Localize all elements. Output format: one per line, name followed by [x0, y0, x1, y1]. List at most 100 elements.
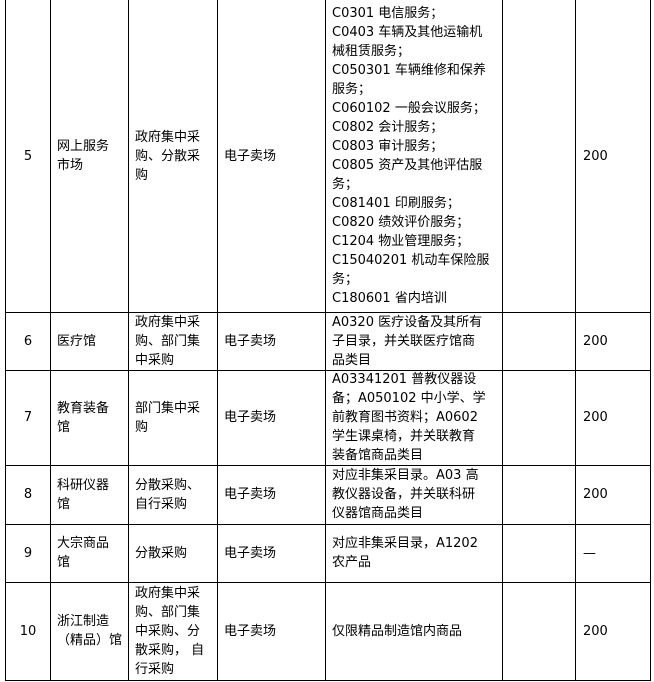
cell-text: 10	[19, 623, 37, 639]
hall-name: 科研仪器馆	[50, 465, 129, 525]
cell-text: 中采购、分	[135, 623, 201, 639]
cell-text: 电子卖场	[224, 148, 277, 164]
cell-text: 电子卖场	[224, 487, 277, 502]
procurement-mode: 部门集中采购	[128, 370, 218, 466]
cell-text: 馆	[57, 496, 71, 512]
cell-text: 散采购， 自	[135, 642, 205, 658]
cell-text: 医疗馆	[57, 333, 97, 349]
cell-text: 仪器馆商品类目	[332, 506, 424, 521]
cell-text: C15040201 机动车保险服	[332, 253, 490, 268]
cell-text: 大宗商品	[57, 536, 110, 551]
cell-text: 7	[23, 410, 33, 425]
cell-text: C0301 电信服务；	[332, 6, 444, 21]
category: A0320 医疗设备及其所有 子目录，并关联医疗馆商 品类目	[325, 312, 503, 371]
cell-text: C060102 一般会议服务；	[332, 101, 486, 116]
cell-text: 200	[583, 148, 608, 164]
cell-text: C0802 会计服务；	[332, 120, 444, 135]
cell-text: 对应非集采目录，A1202	[332, 536, 478, 551]
cell-text: 200	[583, 333, 608, 349]
amount: 200	[575, 465, 651, 525]
row-number: 10	[5, 582, 51, 681]
cell-text: 200	[583, 487, 608, 502]
cell-text: 电子卖场	[224, 623, 277, 639]
cell-text: A03341201 普教仪器设	[332, 372, 477, 387]
cell-text: 购、部门集	[135, 604, 201, 620]
market-type: 电子卖场	[217, 582, 326, 681]
hall-name: 大宗商品馆	[50, 524, 129, 583]
cell-text: C0403 车辆及其他运输机	[332, 25, 483, 40]
cell-text: 政府集中采	[135, 314, 201, 330]
cell-text: C050301 车辆维修和保养	[332, 63, 486, 78]
category: 仅限精品制造馆内商品	[325, 582, 503, 681]
cell-text: 前教育图书资料；A0602	[332, 410, 478, 425]
cell-text: —	[583, 545, 596, 561]
cell-text: 电子卖场	[224, 333, 277, 349]
hall-name: 教育装备馆	[50, 370, 129, 466]
procurement-mode: 政府集中采 购、分散采购	[128, 0, 218, 313]
cell-text: 馆	[57, 419, 71, 435]
market-type: 电子卖场	[217, 524, 326, 583]
cell-text: 部门集中采	[135, 400, 201, 416]
amount: 200	[575, 370, 651, 466]
cell-text: 9	[23, 545, 33, 561]
empty-cell	[502, 582, 576, 681]
hall-name: 浙江制造 （精品）馆	[50, 582, 129, 681]
cell-text: 网上服务	[57, 139, 110, 154]
hall-name: 网上服务 市场	[50, 0, 129, 313]
cell-text: C180601 省内培训	[332, 291, 447, 306]
cell-text: 5	[23, 148, 33, 164]
cell-text: （精品）馆	[57, 633, 123, 648]
cell-text: 200	[583, 410, 608, 425]
cell-text: 分散采购、	[135, 477, 201, 493]
cell-text: 分散采购	[135, 545, 188, 561]
empty-cell	[502, 370, 576, 466]
market-type: 电子卖场	[217, 465, 326, 525]
amount: 200	[575, 0, 651, 313]
market-type: 电子卖场	[217, 312, 326, 371]
cell-text: 购	[135, 419, 149, 435]
cell-text: C081401 印刷服务；	[332, 196, 460, 211]
cell-text: 8	[23, 487, 33, 502]
procurement-mode: 分散采购、 自行采购	[128, 465, 218, 525]
cell-text: 装备馆商品类目	[332, 448, 424, 463]
cell-text: 行采购	[135, 661, 175, 677]
empty-cell	[502, 465, 576, 525]
cell-text: 政府集中采	[135, 585, 201, 601]
market-type: 电子卖场	[217, 0, 326, 313]
category: 对应非集采目录。A03 高教仪器设备，并关联科研 仪器馆商品类目	[325, 465, 503, 525]
cell-text: 中采购	[135, 352, 175, 368]
procurement-mode: 分散采购	[128, 524, 218, 583]
cell-text: C0805 资产及其他评估服	[332, 158, 483, 173]
cell-text: 备；A050102 中小学、学	[332, 391, 486, 406]
cell-text: 电子卖场	[224, 545, 277, 561]
cell-text: 械租赁服务；	[332, 44, 411, 59]
cell-text: 市场	[57, 158, 84, 173]
cell-text: 科研仪器	[57, 477, 110, 493]
cell-text: 电子卖场	[224, 410, 277, 425]
cell-text: 教育装备	[57, 400, 110, 416]
cell-text: 子目录，并关联医疗馆商	[332, 333, 476, 349]
market-type: 电子卖场	[217, 370, 326, 466]
cell-text: 政府集中采	[135, 129, 201, 145]
cell-text: 6	[23, 333, 33, 349]
empty-cell	[502, 0, 576, 313]
cell-text: 对应非集采目录。A03 高	[332, 468, 479, 483]
cell-text: 馆	[57, 555, 71, 570]
cell-text: C0820 绩效评价服务；	[332, 215, 470, 230]
cell-text: 务；	[332, 177, 359, 192]
category: C0301 电信服务； C0403 车辆及其他运输机 械租赁服务； C050301 车…	[325, 0, 503, 313]
cell-text: 品类目	[332, 352, 372, 368]
cell-text: 购、部门集	[135, 333, 201, 349]
empty-cell	[502, 524, 576, 583]
cell-text: 200	[583, 623, 608, 639]
cell-text: 务；	[332, 272, 359, 287]
empty-cell	[502, 312, 576, 371]
amount: 200	[575, 582, 651, 681]
procurement-mode: 政府集中采购、部门集中采购、分散采购， 自行采购	[128, 582, 218, 681]
category: 对应非集采目录，A1202 农产品	[325, 524, 503, 583]
cell-text: C0803 审计服务；	[332, 139, 444, 154]
cell-text: 购、分散采	[135, 148, 201, 164]
hall-name: 医疗馆	[50, 312, 129, 371]
cell-text: C1204 物业管理服务；	[332, 234, 470, 249]
